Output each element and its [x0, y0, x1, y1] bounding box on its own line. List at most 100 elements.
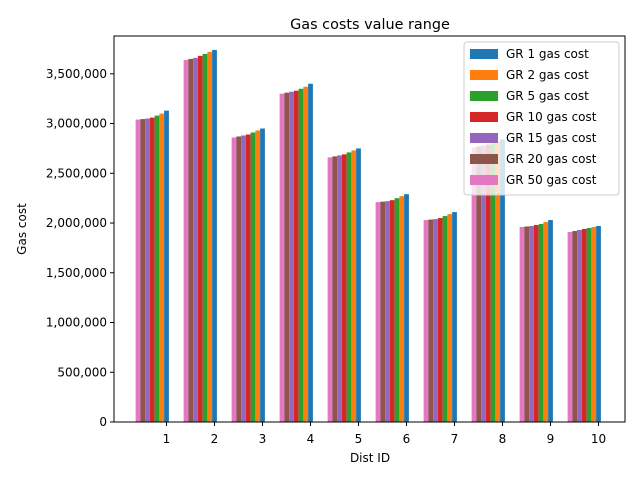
legend-entry-label: GR 20 gas cost — [506, 152, 597, 166]
bar-gr-10-gas-cost-dist-4 — [293, 90, 299, 422]
bar-gr-50-gas-cost-dist-8 — [471, 147, 477, 423]
bar-gr-5-gas-cost-dist-6 — [394, 198, 400, 422]
bar-gr-5-gas-cost-dist-4 — [298, 88, 304, 422]
bar-gr-50-gas-cost-dist-4 — [279, 93, 285, 422]
bar-gr-5-gas-cost-dist-9 — [538, 224, 544, 422]
bar-gr-50-gas-cost-dist-7 — [423, 220, 429, 422]
legend-swatch — [470, 91, 498, 101]
y-tick-label: 2,500,000 — [46, 166, 107, 180]
y-tick-label: 1,000,000 — [46, 316, 107, 330]
bar-gr-2-gas-cost-dist-9 — [543, 222, 549, 422]
bar-gr-10-gas-cost-dist-9 — [533, 225, 539, 422]
x-axis-label: Dist ID — [350, 451, 390, 465]
y-tick-label: 0 — [99, 415, 107, 429]
bar-gr-5-gas-cost-dist-7 — [442, 216, 448, 422]
y-tick-label: 2,000,000 — [46, 216, 107, 230]
x-tick-label: 3 — [259, 432, 267, 446]
bar-gr-1-gas-cost-dist-3 — [260, 128, 265, 422]
bar-gr-2-gas-cost-dist-4 — [303, 86, 309, 423]
bar-gr-20-gas-cost-dist-4 — [284, 92, 290, 423]
bar-gr-5-gas-cost-dist-3 — [250, 132, 256, 422]
bar-gr-50-gas-cost-dist-10 — [567, 231, 573, 422]
chart-title: Gas costs value range — [290, 17, 450, 33]
bar-gr-2-gas-cost-dist-3 — [255, 130, 261, 422]
x-tick-label: 8 — [499, 432, 507, 446]
bar-gr-15-gas-cost-dist-1 — [145, 118, 150, 422]
bar-gr-15-gas-cost-dist-5 — [337, 155, 342, 422]
y-tick-label: 1,500,000 — [46, 266, 107, 280]
bar-gr-2-gas-cost-dist-6 — [399, 196, 405, 422]
bar-gr-10-gas-cost-dist-3 — [245, 134, 251, 423]
bar-gr-15-gas-cost-dist-7 — [433, 219, 438, 422]
x-tick-label: 6 — [403, 432, 411, 446]
bar-gr-2-gas-cost-dist-1 — [159, 113, 165, 422]
bar-gr-1-gas-cost-dist-4 — [308, 83, 313, 422]
y-tick-label: 500,000 — [57, 365, 107, 379]
y-tick-label: 3,500,000 — [46, 67, 107, 81]
legend: GR 1 gas cost GR 2 gas cost GR 5 gas cost G… — [463, 41, 620, 196]
bar-gr-50-gas-cost-dist-1 — [135, 119, 141, 422]
legend-swatch — [470, 112, 498, 122]
bar-gr-50-gas-cost-dist-2 — [183, 59, 189, 422]
y-tick-label: 3,000,000 — [46, 117, 107, 131]
bar-gr-10-gas-cost-dist-8 — [485, 144, 491, 422]
bar-gr-5-gas-cost-dist-1 — [154, 115, 160, 422]
legend-entry-label: GR 10 gas cost — [506, 110, 597, 124]
bar-gr-1-gas-cost-dist-8 — [500, 139, 505, 422]
bar-gr-1-gas-cost-dist-7 — [452, 212, 457, 422]
bar-gr-2-gas-cost-dist-10 — [591, 227, 597, 422]
bar-gr-15-gas-cost-dist-9 — [529, 226, 534, 422]
x-tick-label: 5 — [355, 432, 363, 446]
bar-gr-20-gas-cost-dist-1 — [140, 119, 146, 422]
bar-gr-20-gas-cost-dist-9 — [524, 226, 530, 422]
bar-gr-1-gas-cost-dist-5 — [356, 148, 361, 423]
legend-entry-label: GR 15 gas cost — [506, 131, 597, 145]
bar-gr-15-gas-cost-dist-8 — [481, 145, 486, 422]
plot-frame — [113, 35, 626, 423]
y-axis: 0 500,000 1,000,000 1,500,000 2,000,000 2,500… — [46, 67, 114, 429]
bar-gr-20-gas-cost-dist-7 — [428, 219, 434, 422]
bar-gr-1-gas-cost-dist-10 — [596, 226, 601, 422]
bar-gr-15-gas-cost-dist-10 — [577, 229, 582, 422]
bar-gr-15-gas-cost-dist-2 — [193, 57, 198, 422]
bar-gr-10-gas-cost-dist-6 — [389, 200, 395, 422]
bar-gr-50-gas-cost-dist-3 — [231, 137, 237, 422]
bar-gr-50-gas-cost-dist-5 — [327, 157, 333, 422]
legend-entry-label: GR 5 gas cost — [506, 89, 589, 103]
bar-gr-50-gas-cost-dist-9 — [519, 227, 525, 422]
bar-gr-2-gas-cost-dist-5 — [351, 150, 357, 422]
legend-swatch — [470, 133, 498, 143]
legend-swatch — [470, 70, 498, 80]
bar-gr-1-gas-cost-dist-9 — [548, 220, 553, 422]
bar-gr-5-gas-cost-dist-5 — [346, 152, 352, 422]
bar-gr-1-gas-cost-dist-6 — [404, 194, 409, 422]
x-axis: 1 2 3 4 5 6 7 8 9 10 — [163, 422, 606, 446]
legend-entry-label: GR 1 gas cost — [506, 47, 589, 61]
bar-gr-10-gas-cost-dist-2 — [197, 55, 203, 423]
x-tick-label: 4 — [307, 432, 315, 446]
legend-box — [463, 41, 620, 196]
bar-gr-1-gas-cost-dist-2 — [212, 49, 217, 423]
bar-gr-2-gas-cost-dist-7 — [447, 214, 453, 422]
bar-gr-5-gas-cost-dist-2 — [202, 53, 208, 422]
legend-swatch — [470, 154, 498, 164]
bar-gr-2-gas-cost-dist-8 — [495, 141, 501, 422]
bars-group — [135, 49, 601, 423]
x-tick-label: 1 — [163, 432, 171, 446]
bar-gr-20-gas-cost-dist-8 — [476, 146, 482, 422]
bar-gr-10-gas-cost-dist-7 — [437, 218, 443, 422]
bar-gr-2-gas-cost-dist-2 — [207, 51, 213, 423]
bar-gr-1-gas-cost-dist-1 — [164, 110, 169, 423]
x-tick-label: 2 — [211, 432, 219, 446]
bar-gr-15-gas-cost-dist-6 — [385, 201, 390, 422]
bar-gr-20-gas-cost-dist-3 — [236, 136, 242, 423]
bar-gr-10-gas-cost-dist-10 — [581, 229, 587, 422]
bar-gr-20-gas-cost-dist-2 — [188, 58, 194, 422]
bar-gr-5-gas-cost-dist-10 — [586, 228, 592, 422]
legend-entry-label: GR 50 gas cost — [506, 173, 597, 187]
x-tick-label: 7 — [451, 432, 459, 446]
bar-gr-50-gas-cost-dist-6 — [375, 202, 381, 422]
bar-gr-20-gas-cost-dist-10 — [572, 230, 578, 422]
bar-gr-10-gas-cost-dist-5 — [341, 154, 347, 422]
